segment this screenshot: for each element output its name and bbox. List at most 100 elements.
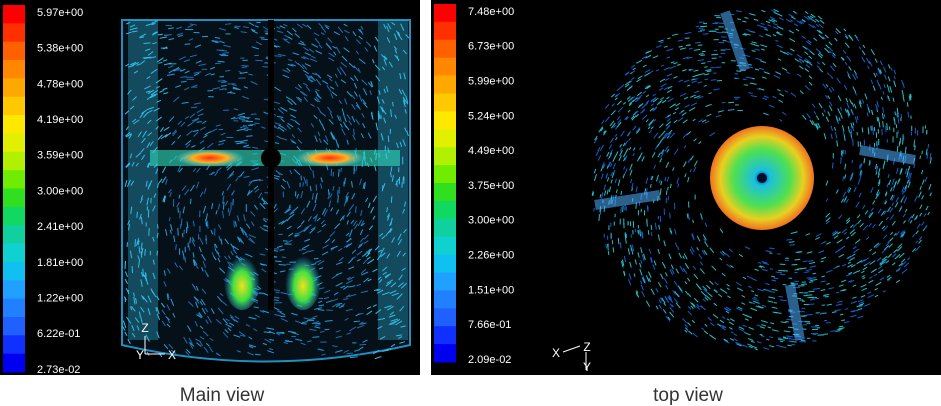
- velocity-vector: [165, 315, 170, 321]
- velocity-vector: [846, 102, 850, 109]
- velocity-vector: [156, 57, 164, 63]
- velocity-vector: [902, 95, 905, 102]
- velocity-vector: [864, 93, 868, 100]
- velocity-vector: [404, 127, 407, 132]
- velocity-vector: [383, 58, 387, 66]
- velocity-vector: [806, 113, 811, 119]
- velocity-vector: [205, 222, 208, 227]
- velocity-vector: [664, 78, 670, 81]
- velocity-vector: [843, 84, 848, 91]
- velocity-vector: [345, 294, 351, 298]
- velocity-vector: [901, 190, 905, 195]
- velocity-vector: [140, 306, 145, 313]
- velocity-vector: [606, 189, 609, 195]
- velocity-vector: [293, 169, 301, 176]
- velocity-vector: [363, 88, 368, 96]
- velocity-vector: [677, 183, 680, 188]
- velocity-vector: [883, 245, 890, 251]
- velocity-vector: [617, 238, 620, 245]
- velocity-vector: [839, 112, 843, 119]
- velocity-vector: [285, 206, 292, 213]
- velocity-vector: [259, 309, 265, 313]
- velocity-vector: [184, 189, 190, 196]
- velocity-vector: [877, 68, 881, 74]
- velocity-vector: [631, 182, 634, 189]
- velocity-vector: [699, 268, 705, 274]
- velocity-vector: [660, 83, 667, 88]
- velocity-vector: [196, 167, 201, 173]
- velocity-vector: [361, 112, 365, 118]
- velocity-vector: [921, 195, 924, 200]
- velocity-vector: [923, 213, 927, 217]
- velocity-vector: [203, 346, 209, 353]
- velocity-vector: [391, 22, 396, 26]
- velocity-vector: [320, 183, 323, 189]
- velocity-vector: [366, 310, 373, 316]
- velocity-vector: [858, 301, 865, 304]
- velocity-vector: [225, 318, 230, 322]
- velocity-vector: [320, 219, 325, 225]
- velocity-vector: [302, 82, 308, 87]
- velocity-vector: [145, 48, 151, 52]
- velocity-vector: [356, 283, 362, 287]
- colorbar-segment: [3, 151, 25, 171]
- velocity-vector: [295, 338, 303, 342]
- velocity-vector: [331, 274, 339, 280]
- velocity-vector: [788, 29, 795, 34]
- velocity-vector: [341, 108, 345, 116]
- velocity-vector: [902, 213, 906, 218]
- velocity-vector: [346, 139, 349, 145]
- axis-label: Y: [583, 360, 591, 374]
- velocity-vector: [174, 261, 178, 268]
- velocity-vector: [637, 102, 644, 109]
- velocity-vector: [325, 43, 332, 50]
- velocity-vector: [631, 187, 634, 192]
- velocity-vector: [346, 237, 352, 243]
- velocity-vector: [848, 66, 852, 71]
- velocity-vector: [285, 96, 291, 101]
- colorbar-segment: [3, 206, 25, 226]
- velocity-vector: [769, 290, 776, 293]
- velocity-vector: [696, 247, 699, 251]
- velocity-vector: [816, 29, 821, 34]
- velocity-vector: [762, 268, 768, 272]
- colorbar-label: 2.09e-02: [468, 354, 511, 366]
- velocity-vector: [363, 240, 369, 244]
- velocity-vector: [198, 246, 202, 253]
- velocity-vector: [812, 272, 817, 275]
- velocity-vector: [382, 291, 390, 296]
- velocity-vector: [845, 198, 849, 204]
- velocity-vector: [383, 55, 388, 60]
- velocity-vector: [344, 98, 348, 105]
- velocity-vector: [831, 311, 837, 314]
- velocity-vector: [311, 43, 319, 48]
- velocity-vector: [297, 62, 305, 70]
- velocity-vector: [778, 17, 784, 21]
- velocity-vector: [617, 106, 624, 113]
- velocity-vector: [758, 261, 762, 264]
- velocity-vector: [218, 139, 226, 143]
- velocity-vector: [212, 87, 220, 90]
- velocity-vector: [913, 141, 915, 147]
- velocity-vector: [873, 273, 878, 277]
- velocity-vector: [834, 37, 838, 42]
- velocity-vector: [669, 132, 676, 139]
- velocity-vector: [660, 152, 664, 158]
- velocity-vector: [821, 275, 825, 278]
- velocity-vector: [396, 334, 402, 337]
- velocity-vector: [898, 207, 902, 212]
- velocity-vector: [126, 316, 132, 324]
- velocity-vector: [198, 312, 203, 318]
- velocity-vector: [314, 90, 321, 98]
- velocity-vector: [291, 27, 297, 33]
- velocity-vector: [893, 80, 897, 88]
- velocity-vector: [678, 79, 684, 83]
- velocity-vector: [847, 109, 851, 116]
- velocity-vector: [865, 236, 870, 240]
- velocity-vector: [294, 120, 301, 126]
- velocity-vector: [859, 99, 862, 105]
- velocity-vector: [183, 336, 188, 344]
- velocity-vector: [809, 276, 817, 279]
- velocity-vector: [680, 109, 685, 113]
- velocity-vector: [730, 264, 734, 269]
